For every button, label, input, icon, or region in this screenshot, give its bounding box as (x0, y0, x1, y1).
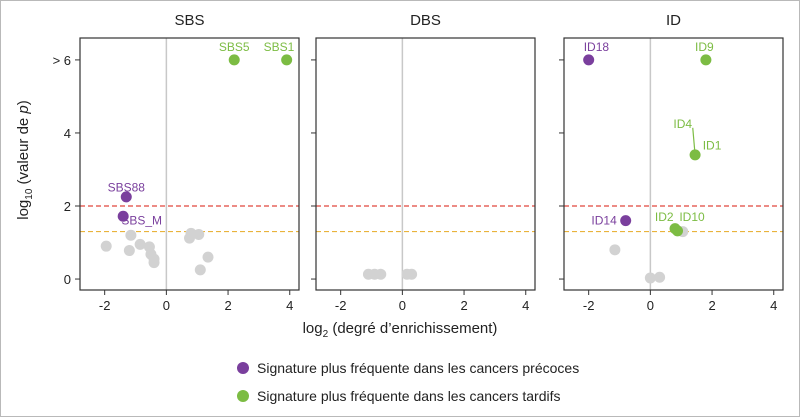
data-point-neutral (654, 271, 666, 283)
x-tick-label: 4 (770, 298, 777, 313)
data-point-neutral (202, 251, 214, 263)
x-tick-label: 2 (460, 298, 467, 313)
data-point-late (672, 225, 684, 237)
point-label: ID10 (679, 210, 705, 224)
point-label: ID1 (703, 139, 722, 153)
data-point-late (281, 54, 293, 66)
point-label: ID4 (673, 117, 692, 131)
point-label: SBS88 (108, 181, 146, 195)
y-tick-label: 4 (64, 126, 71, 141)
legend-early-label: Signature plus fréquente dans les cancer… (257, 360, 580, 376)
data-point-late (689, 149, 701, 161)
x-tick-label: -2 (99, 298, 111, 313)
x-axis-label-part2: (degré d’enrichissement) (328, 320, 497, 337)
panel-sbs: SBS -2 0 2 4 0 2 4 > 6 SBS5 SBS1 SBS88 SBS_M (53, 12, 300, 313)
data-point-early (583, 54, 595, 66)
data-point-neutral (406, 268, 418, 280)
data-point-neutral (100, 240, 112, 252)
panel-title: ID (666, 12, 681, 29)
point-label: ID9 (695, 40, 714, 54)
x-tick-label: 0 (399, 298, 406, 313)
point-label: SBS5 (219, 40, 250, 54)
data-point-neutral (375, 268, 387, 280)
panel-title: SBS (174, 12, 204, 29)
x-tick-label: 0 (163, 298, 170, 313)
data-point-neutral (193, 228, 205, 240)
data-point-late (700, 54, 712, 66)
y-axis-label: log10 (valeur de p) (15, 100, 35, 220)
y-tick-label: 0 (64, 272, 71, 287)
panels-group: SBS -2 0 2 4 0 2 4 > 6 SBS5 SBS1 SBS88 SBS_M DBS -2 0 2 4… (53, 12, 784, 313)
data-point-early (117, 210, 129, 222)
volcano-chart: log10 (valeur de p) log2 (degré d’enrich… (15, 12, 784, 340)
data-point-neutral (123, 245, 135, 257)
panel-frame (315, 37, 536, 291)
y-tick-label: > 6 (53, 53, 71, 68)
y-axis-label-sub: 10 (24, 188, 35, 200)
point-label: SBS_M (121, 214, 162, 228)
x-tick-label: -2 (583, 298, 595, 313)
y-tick-label: 2 (64, 199, 71, 214)
data-point-neutral (609, 244, 621, 256)
data-point-early (120, 191, 132, 203)
point-label: ID2 (655, 210, 674, 224)
x-tick-label: 2 (224, 298, 231, 313)
legend-late-dot (237, 390, 249, 402)
data-point-neutral (148, 257, 160, 269)
y-axis-label-part2: (valeur de (15, 114, 32, 189)
legend-item-late: Signature plus fréquente dans les cancer… (237, 386, 717, 406)
data-point-neutral (194, 264, 206, 276)
x-axis-label: log2 (degré d’enrichissement) (303, 320, 498, 340)
x-tick-label: -2 (335, 298, 347, 313)
x-axis-label-sub: 2 (323, 329, 329, 340)
point-label: SBS1 (264, 40, 295, 54)
data-point-neutral (644, 272, 656, 284)
panel-frame (79, 37, 300, 291)
data-point-neutral (125, 229, 137, 241)
data-point-early (620, 215, 632, 227)
point-label: ID18 (584, 40, 610, 54)
panel-frame (563, 37, 784, 291)
point-label: ID14 (591, 214, 617, 228)
x-tick-label: 2 (708, 298, 715, 313)
legend-item-early: Signature plus fréquente dans les cancer… (237, 358, 717, 378)
y-axis-label-part3: ) (15, 100, 32, 105)
panel-dbs: DBS -2 0 2 4 (311, 12, 536, 313)
panel-title: DBS (410, 12, 441, 29)
data-point-neutral (134, 238, 146, 250)
legend-late-label: Signature plus fréquente dans les cancer… (257, 388, 561, 404)
panel-id: ID -2 0 2 4 ID18 ID9 ID4 ID1 ID14 ID2 ID10 (559, 12, 784, 313)
data-point-late (228, 54, 240, 66)
x-tick-label: 4 (286, 298, 293, 313)
y-axis-label-part1: log (15, 200, 32, 220)
legend-early-dot (237, 362, 249, 374)
x-tick-label: 4 (522, 298, 529, 313)
y-axis-label-p: p (15, 105, 32, 114)
x-tick-label: 0 (647, 298, 654, 313)
x-axis-label-part1: log (303, 320, 323, 337)
